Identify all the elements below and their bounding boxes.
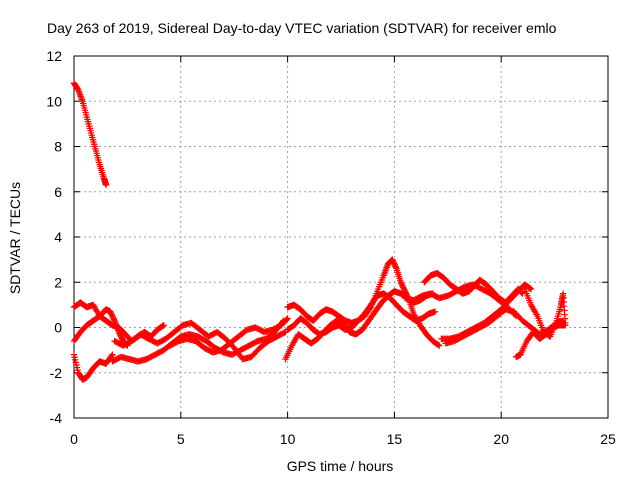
data-point <box>562 322 569 329</box>
y-tick-label: 12 <box>46 48 62 64</box>
data-point <box>159 322 166 330</box>
data-point <box>284 315 291 322</box>
data-point <box>109 351 116 358</box>
y-tick-label: 10 <box>46 93 62 109</box>
data-point <box>283 316 290 323</box>
series-arc-5 <box>109 317 287 365</box>
series-arc-3 <box>70 351 116 383</box>
y-tick-label: 4 <box>54 229 62 245</box>
data-point <box>281 329 288 336</box>
data-point <box>435 341 442 349</box>
x-tick-label: 10 <box>280 431 296 447</box>
data-point <box>108 352 115 360</box>
series-arc-8 <box>284 256 443 349</box>
grid <box>74 56 608 418</box>
data-point <box>527 285 535 293</box>
y-axis-label: SDTVAR / TECUs <box>7 182 23 294</box>
series-arc-1 <box>70 79 110 189</box>
x-tick-label: 15 <box>387 431 403 447</box>
y-tick-label: -2 <box>50 365 63 381</box>
x-tick-label: 20 <box>493 431 509 447</box>
y-tick-label: -4 <box>50 410 63 426</box>
x-tick-label: 25 <box>600 431 616 447</box>
data-point <box>102 181 110 189</box>
series-arc-6 <box>111 319 289 363</box>
data-point <box>431 308 439 315</box>
data-point <box>160 322 167 329</box>
series-arc-7 <box>166 315 291 356</box>
series-arc-14 <box>442 306 567 347</box>
y-tick-label: 2 <box>54 274 62 290</box>
data-point <box>110 316 118 323</box>
series-arc-9 <box>284 290 439 338</box>
y-tick-label: 0 <box>54 320 62 336</box>
chart-title: Day 263 of 2019, Sidereal Day-to-day VTE… <box>47 20 557 36</box>
data-point <box>436 342 443 349</box>
data-point <box>526 285 534 292</box>
series-arc-10 <box>282 288 437 363</box>
data-marks <box>70 79 569 383</box>
axis-ticks: 0 5 10 15 20 25 -4 -2 0 2 4 6 8 10 12 <box>46 48 616 447</box>
data-point <box>392 264 400 271</box>
x-tick-label: 5 <box>177 431 185 447</box>
y-tick-label: 6 <box>54 184 62 200</box>
x-tick-label: 0 <box>70 431 78 447</box>
series-arc-15 <box>521 285 569 340</box>
series-arc-12 <box>401 281 520 320</box>
y-tick-label: 8 <box>54 139 62 155</box>
series-arc-16 <box>512 322 569 361</box>
x-axis-label: GPS time / hours <box>287 458 394 474</box>
